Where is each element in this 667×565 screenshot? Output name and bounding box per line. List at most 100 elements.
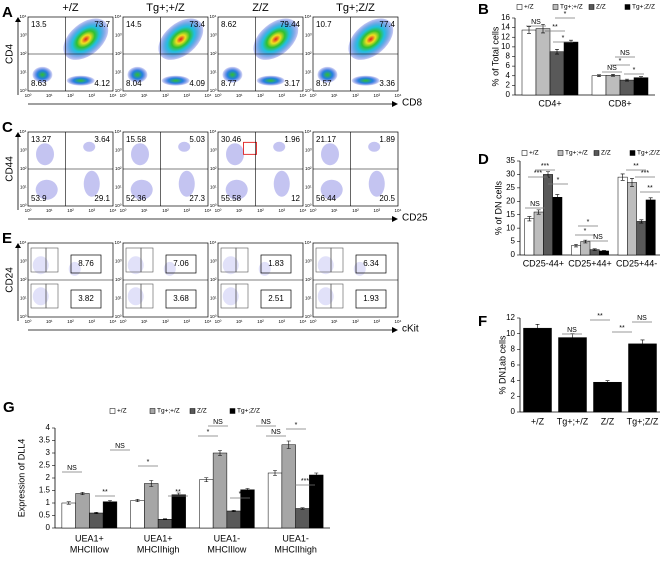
flow-tick-label: 10⁴ bbox=[115, 240, 122, 245]
bar bbox=[102, 501, 118, 529]
flow-tick-label: 10⁰ bbox=[120, 208, 127, 213]
y-tick-label: 5 bbox=[511, 237, 516, 246]
dots bbox=[320, 179, 343, 200]
error-bar bbox=[163, 518, 167, 521]
quadrant-percent: 53.9 bbox=[31, 194, 47, 203]
flow-tick-label: 10³ bbox=[20, 259, 27, 264]
flow-tick-label: 10¹ bbox=[210, 296, 217, 301]
quadrant-percent: 13.5 bbox=[31, 20, 47, 29]
density bbox=[317, 66, 338, 83]
error-bar bbox=[625, 78, 629, 82]
gate-percent: 1.83 bbox=[268, 259, 284, 268]
gate-percent: 7.06 bbox=[173, 259, 189, 268]
y-arrow-head bbox=[15, 132, 21, 137]
x-tick-label: UEA1+ bbox=[75, 533, 104, 543]
panel-label: E bbox=[2, 230, 12, 247]
flow-tick-label: 10³ bbox=[278, 319, 285, 324]
y-tick-label: 4 bbox=[46, 423, 51, 432]
flow-tick-label: 10⁴ bbox=[300, 208, 307, 213]
y-tick-label: 6 bbox=[506, 61, 511, 70]
bar bbox=[533, 211, 544, 256]
dots bbox=[317, 256, 334, 275]
significance-label: ** bbox=[597, 313, 603, 320]
flow-tick-label: 10³ bbox=[115, 259, 122, 264]
flow-tick-label: 10⁴ bbox=[305, 240, 312, 245]
gate-box bbox=[70, 289, 102, 309]
quadrant-percent: 14.5 bbox=[126, 20, 142, 29]
flow-tick-label: 10⁴ bbox=[210, 14, 217, 19]
flow-tick-label: 10² bbox=[20, 51, 27, 56]
flow-tick-label: 10³ bbox=[88, 319, 95, 324]
x-tick-label: CD4+ bbox=[538, 98, 561, 108]
x-tick-label: Tg+;Z/Z bbox=[627, 416, 659, 426]
gate-box bbox=[355, 254, 387, 274]
y-tick-label: 10 bbox=[506, 223, 515, 232]
legend-label: Z/Z bbox=[596, 4, 606, 11]
flow-tick-label: 10⁴ bbox=[115, 14, 122, 19]
error-bar bbox=[245, 488, 250, 492]
flow-tick-label: 10³ bbox=[278, 93, 285, 98]
gate-box bbox=[260, 289, 292, 309]
quadrant-percent: 20.5 bbox=[379, 194, 395, 203]
gate-percent: 8.76 bbox=[78, 259, 94, 268]
significance-label: ** bbox=[619, 325, 625, 332]
dots bbox=[222, 287, 239, 306]
bar bbox=[636, 221, 647, 256]
y-tick-label: 10 bbox=[501, 42, 510, 51]
error-bar bbox=[611, 74, 615, 77]
error-bar bbox=[640, 339, 645, 349]
error-bar bbox=[527, 216, 532, 222]
density bbox=[127, 66, 148, 83]
flow-tick-label: 10⁰ bbox=[25, 208, 32, 213]
significance-label: * bbox=[564, 11, 567, 18]
flow-tick-label: 10⁰ bbox=[115, 203, 122, 208]
quadrant-percent: 73.4 bbox=[189, 20, 205, 29]
gate bbox=[45, 283, 59, 309]
bar bbox=[281, 444, 296, 529]
x-tick-label: Z/Z bbox=[601, 416, 615, 426]
y-tick-label: 12 bbox=[506, 313, 515, 322]
legend-swatch bbox=[109, 408, 116, 414]
flow-tick-label: 10⁰ bbox=[210, 88, 217, 93]
x-tick-label: CD8+ bbox=[608, 98, 631, 108]
error-bar bbox=[574, 243, 578, 248]
error-bar bbox=[592, 248, 597, 251]
error-bar bbox=[286, 440, 291, 449]
gate-percent: 3.68 bbox=[173, 294, 189, 303]
error-bar bbox=[527, 26, 531, 34]
error-bar bbox=[204, 477, 209, 483]
error-bar bbox=[149, 480, 154, 487]
significance-label: *** bbox=[301, 478, 309, 485]
bar bbox=[558, 337, 587, 413]
legend-label: Tg+;+/Z bbox=[560, 4, 583, 11]
bar bbox=[61, 502, 76, 529]
significance-label: * bbox=[587, 219, 590, 226]
flow-tick-label: 10⁴ bbox=[110, 208, 117, 213]
flow-tick-label: 10² bbox=[305, 51, 312, 56]
flow-tick-label: 10¹ bbox=[305, 185, 312, 190]
dots bbox=[353, 261, 366, 276]
quadrant-percent: 1.96 bbox=[284, 135, 300, 144]
flow-tick-label: 10² bbox=[162, 319, 169, 324]
flow-tick-label: 10² bbox=[162, 208, 169, 213]
y-tick-label: 8 bbox=[511, 344, 516, 353]
density bbox=[351, 75, 380, 86]
y-tick-label: 20 bbox=[506, 196, 515, 205]
dots bbox=[273, 141, 286, 152]
column-title: +/Z bbox=[62, 2, 78, 14]
y-axis-label: CD44 bbox=[5, 156, 16, 182]
y-axis-label: % DN1ab cells bbox=[497, 335, 507, 395]
flow-tick-label: 10¹ bbox=[210, 185, 217, 190]
y-axis-label: CD24 bbox=[5, 267, 16, 293]
flow-tick-label: 10⁰ bbox=[215, 93, 222, 98]
panel-label: B bbox=[478, 1, 489, 18]
flow-tick-label: 10² bbox=[257, 319, 264, 324]
x-tick-label: UEA1+ bbox=[144, 533, 173, 543]
dots bbox=[36, 143, 54, 166]
error-bar bbox=[273, 470, 277, 476]
significance-label: ** bbox=[647, 185, 653, 192]
